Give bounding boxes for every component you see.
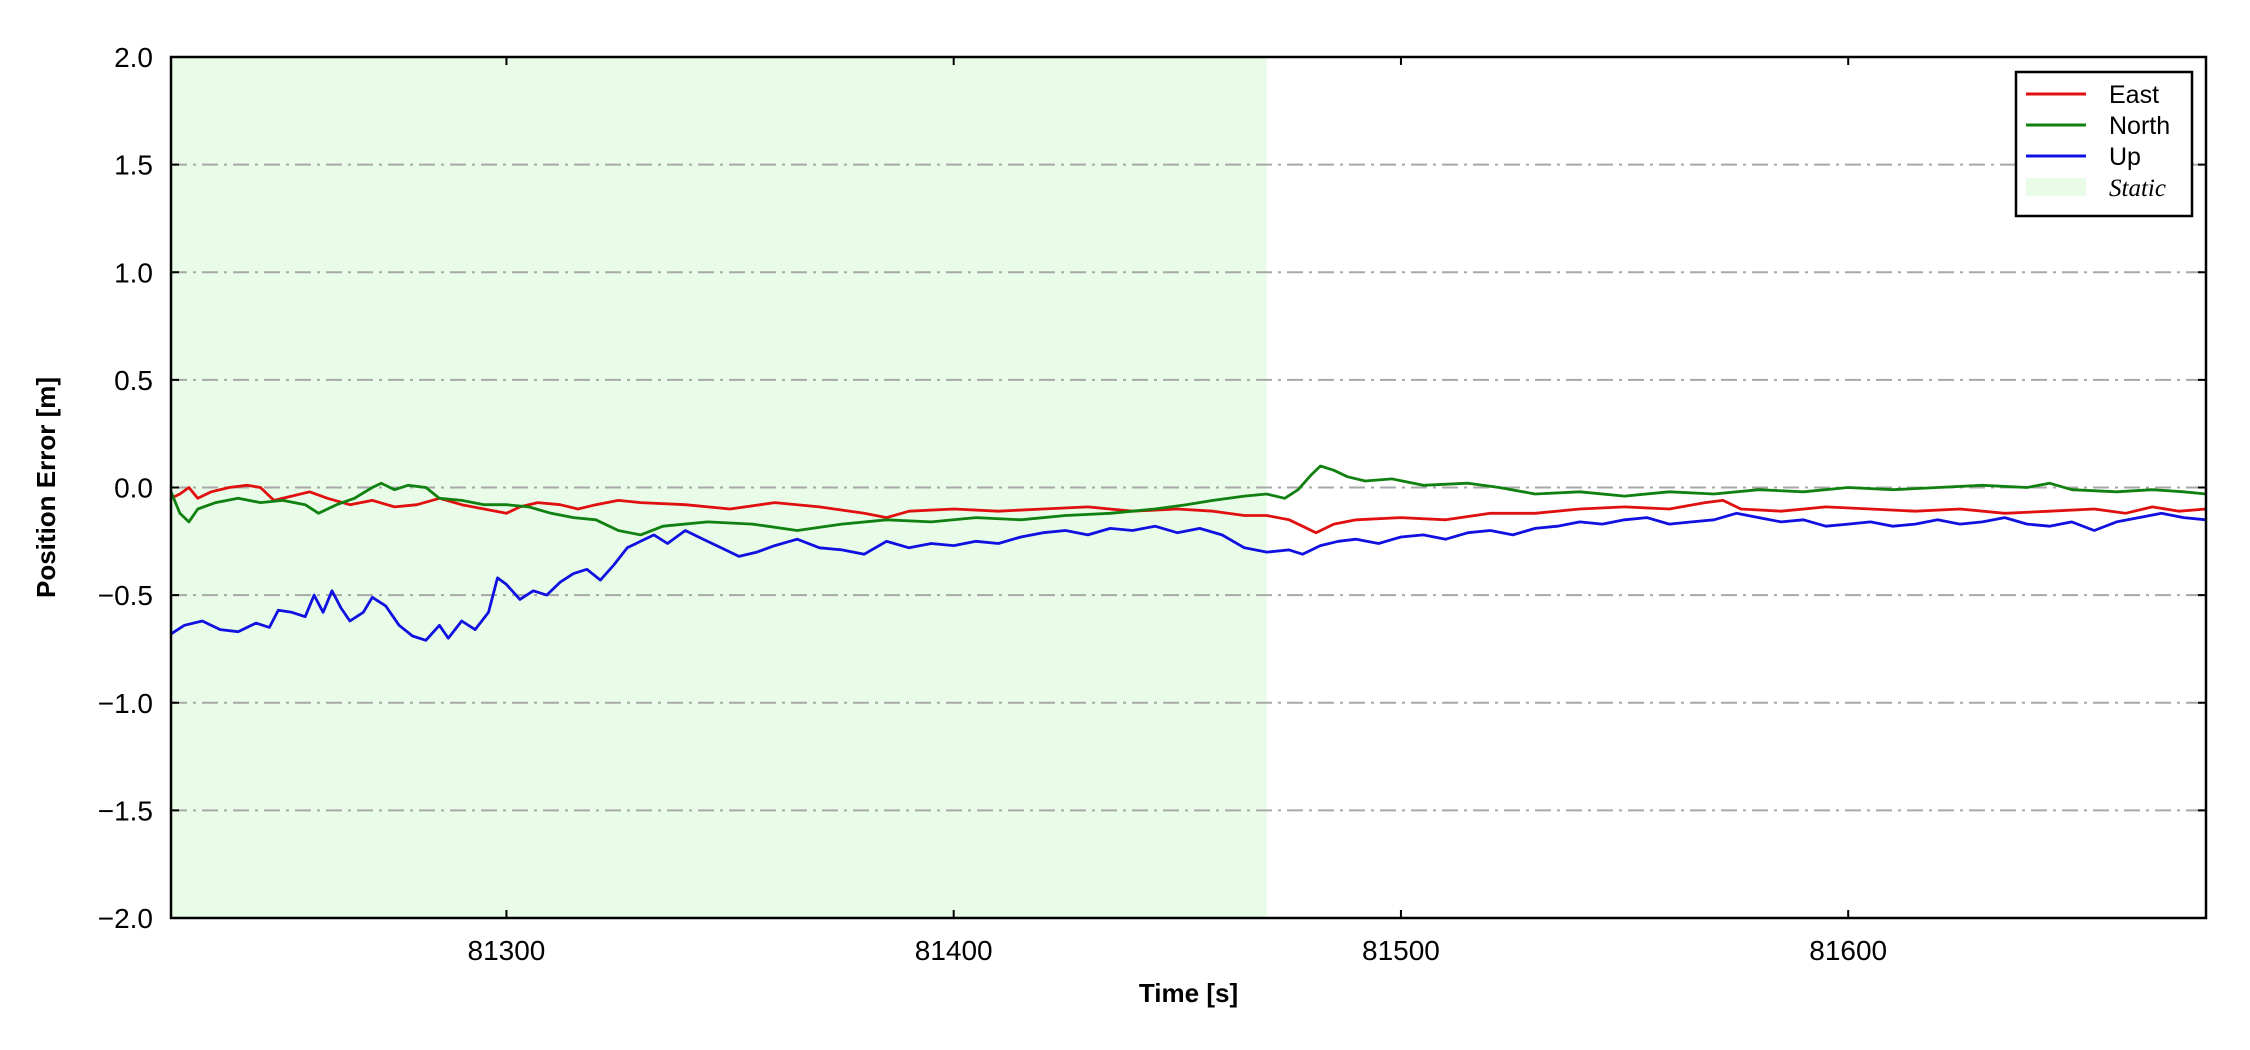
legend-label-static: Static <box>2109 175 2166 202</box>
series-lines <box>169 464 2207 642</box>
y-axis-label: Position Error [m] <box>31 377 61 598</box>
series-line-north <box>169 464 2207 537</box>
y-tick-label: 1.0 <box>114 257 153 288</box>
y-tick-label: −0.5 <box>98 580 153 611</box>
y-tick-label: 1.5 <box>114 150 153 181</box>
x-axis-label: Time [s] <box>1139 978 1238 1008</box>
series-line-east <box>170 483 2207 535</box>
x-tick-label: 81500 <box>1362 935 1440 966</box>
y-tick-label: 0.5 <box>114 365 153 396</box>
y-tick-label: 0.0 <box>114 473 153 504</box>
axis-ticks: 81300 81400 81500 81600 2.0 1.5 1.0 0.5 0.0 −0.5 −… <box>98 42 2206 966</box>
x-tick-label: 81300 <box>468 935 546 966</box>
x-tick-label: 81400 <box>915 935 993 966</box>
y-tick-label: −2.0 <box>98 903 153 934</box>
y-tick-label: −1.0 <box>98 688 153 719</box>
legend-label-north: North <box>2109 112 2170 140</box>
series-line-up <box>170 511 2207 642</box>
y-tick-label: −1.5 <box>98 795 153 826</box>
legend: East North Up Static <box>2014 70 2194 218</box>
legend-swatch-static <box>2026 178 2086 196</box>
x-tick-label: 81600 <box>1809 935 1887 966</box>
y-tick-label: 2.0 <box>114 42 153 73</box>
legend-label-east: East <box>2109 81 2159 109</box>
legend-label-up: Up <box>2109 143 2141 171</box>
